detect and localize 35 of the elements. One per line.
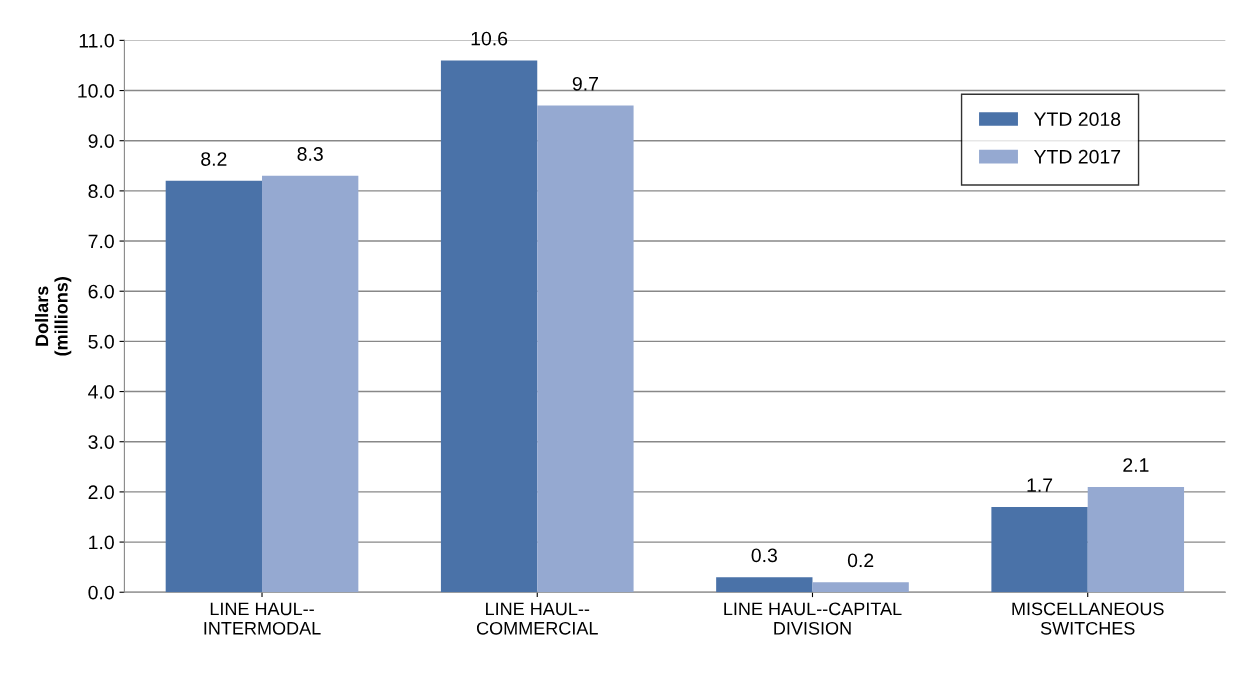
y-tick-label: 8.0 <box>88 184 114 199</box>
bar <box>440 60 538 593</box>
bar <box>262 175 359 593</box>
data-label: 0.2 <box>847 553 874 568</box>
x-tick-label: LINE HAUL-- COMMERCIAL <box>476 602 598 635</box>
y-tick-label: 7.0 <box>88 234 114 249</box>
bar <box>165 180 263 593</box>
x-tick-label: MISCELLANEOUS SWITCHES <box>1012 602 1164 635</box>
data-label: 2.1 <box>1123 458 1149 472</box>
x-tick-label: LINE HAUL--CAPITAL DIVISION <box>724 602 902 635</box>
legend-label: YTD 2018 <box>1033 112 1121 127</box>
y-tick-label: 2.0 <box>88 485 114 500</box>
data-label: 8.2 <box>201 152 227 166</box>
y-tick-label: 9.0 <box>88 134 114 148</box>
y-tick-label: 10.0 <box>78 84 114 98</box>
y-tick-label: 3.0 <box>88 435 114 449</box>
y-axis-title: Dollars (millions) <box>35 277 72 356</box>
data-label: 10.6 <box>471 31 508 46</box>
bar <box>1087 486 1185 593</box>
bar <box>812 582 909 593</box>
bar <box>537 105 634 593</box>
bar <box>716 577 813 593</box>
y-tick-label: 0.0 <box>88 585 114 600</box>
y-tick-label: 1.0 <box>89 535 114 550</box>
y-tick-label: 6.0 <box>88 284 114 299</box>
bar <box>991 506 1088 593</box>
x-tick-label: LINE HAUL-- INTERMODAL <box>204 602 321 635</box>
y-tick-label: 11.0 <box>79 33 114 48</box>
data-label: 9.7 <box>572 76 598 91</box>
data-label: 1.7 <box>1027 478 1053 492</box>
data-label: 8.3 <box>297 147 323 161</box>
y-tick-label: 4.0 <box>88 385 114 399</box>
y-tick-label: 5.0 <box>88 334 114 349</box>
data-label: 0.3 <box>751 548 777 563</box>
legend-label: YTD 2017 <box>1033 149 1121 164</box>
